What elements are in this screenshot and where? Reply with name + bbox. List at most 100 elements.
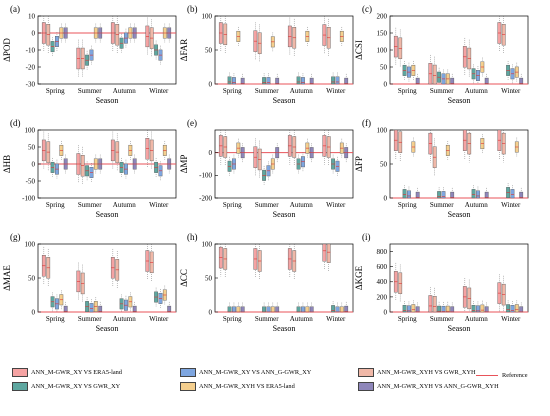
box-h-s1-winter	[322, 243, 327, 262]
box-i-s3-summer	[437, 305, 441, 313]
box-b-s3-autumn	[296, 76, 301, 85]
panel-a-label: (a)	[10, 4, 20, 14]
box-f-s6-autumn	[484, 191, 489, 199]
panel-h-xlabel: Season	[273, 324, 296, 333]
box-c-s6-summer	[450, 77, 455, 85]
panel-a-xlabel: Season	[96, 96, 119, 105]
panel-h-ytick-label: 100	[202, 240, 213, 248]
panel-i-ylabel: ΔKGE	[354, 265, 364, 290]
panel-b-ytick-label: 0	[209, 80, 213, 88]
panel-i-ytick-label: 800	[377, 248, 388, 256]
panel-i-ytick-label: 600	[377, 263, 388, 271]
box-b-s6-spring	[240, 77, 245, 85]
box-g-s4-summer	[89, 303, 94, 313]
panel-c-category-label: Winter	[501, 87, 521, 95]
panel-c-ytick-label: 100	[377, 46, 388, 54]
legend-item-6: ANN_M-GWR_XYH VS ANN_G-GWR_XYH	[358, 382, 499, 391]
panel-c-label: (c)	[362, 4, 372, 14]
panel-a-ylabel: ΔPOD	[2, 38, 12, 62]
legend: ANN_M-GWR_XY VS ERA5-land ANN_M-GWR_XY V…	[8, 366, 548, 412]
panel-e-ylabel: ΔMP	[179, 155, 189, 174]
panel-b: 100 50 0 Spring Summer Autumn Winter (b) ΔFAR Sea…	[179, 4, 354, 105]
panel-b-category-label: Autumn	[290, 87, 313, 95]
legend-swatch-blue	[180, 368, 196, 377]
box-i-s5-autumn	[480, 304, 485, 313]
panel-d-category-label: Summer	[78, 201, 102, 209]
panel-a-ytick-label: 10	[28, 12, 36, 20]
box-b-s3-spring	[227, 76, 232, 85]
panel-g-category-label: Autumn	[113, 315, 136, 323]
panel-e-category-label: Autumn	[290, 201, 313, 209]
panel-e-label: (e)	[187, 118, 197, 128]
box-f-s4-autumn	[476, 190, 480, 199]
box-f-s4-summer	[441, 191, 446, 199]
box-b-s4-autumn	[301, 77, 305, 85]
panel-h-ylabel: ΔCC	[179, 269, 189, 287]
panel-a-category-label: Summer	[78, 87, 102, 95]
panel-b-ylabel: ΔFAR	[179, 39, 189, 62]
panel-h-ytick-label: 0	[209, 308, 213, 316]
box-g-s6-summer	[98, 305, 103, 313]
panel-i-label: (i)	[362, 232, 371, 242]
box-f-s6-spring	[415, 191, 420, 199]
panel-h: 100 50 0 Spring Summer Autumn Winter (h) ΔCC Seas…	[179, 232, 354, 333]
legend-label-reference: Reference	[502, 372, 528, 379]
panel-a-category-label: Winter	[149, 87, 169, 95]
panel-f-category-label: Autumn	[465, 201, 488, 209]
box-h-s3-winter	[331, 305, 335, 313]
panel-i-ytick-label: 200	[377, 293, 388, 301]
box-i-s5-summer	[445, 305, 450, 313]
box-i-s2-summer	[432, 296, 437, 313]
panel-e-ytick-label: -100	[199, 172, 212, 180]
legend-swatch-peach	[358, 368, 374, 377]
box-c-s6-spring	[415, 77, 420, 85]
panel-f-ytick-label: 0	[384, 194, 388, 202]
box-c-s6-winter	[519, 77, 524, 85]
panel-c-ylabel: ΔCSI	[354, 40, 364, 60]
box-g-s6-autumn	[132, 305, 137, 313]
box-h-s5-spring	[236, 306, 241, 313]
box-i-s4-summer	[441, 305, 446, 313]
box-i-s4-winter	[510, 305, 515, 313]
panel-e-ytick-label: 0	[209, 149, 213, 157]
box-f-s3-summer	[437, 191, 441, 199]
panel-a-ytick-label: -30	[26, 80, 36, 88]
box-i-s4-spring	[407, 305, 411, 313]
box-i-s3-autumn	[471, 305, 476, 313]
box-i-s6-autumn	[484, 306, 489, 313]
box-g-s6-spring	[63, 305, 68, 313]
panel-c: 200 150 100 50 0 Spring Summer Autumn Winter (c) Δ…	[354, 4, 529, 105]
panel-g-category-label: Spring	[46, 315, 65, 323]
panel-f-category-label: Winter	[501, 201, 521, 209]
box-f-s4-spring	[407, 190, 411, 199]
panel-i-category-label: Summer	[430, 315, 454, 323]
box-h-s6-autumn	[309, 306, 314, 313]
panel-c-category-label: Summer	[430, 87, 454, 95]
legend-swatch-teal	[12, 382, 28, 391]
panel-d-ylabel: ΔHB	[2, 155, 12, 173]
box-h-s3-autumn	[296, 306, 301, 313]
panel-d-ytick-label: -50	[26, 177, 36, 185]
panel-d-category-label: Autumn	[113, 201, 136, 209]
panel-a-ytick-label: -10	[26, 46, 36, 54]
panel-b-category-label: Spring	[223, 87, 242, 95]
panel-i-category-label: Autumn	[465, 315, 488, 323]
panel-d-ytick-label: 0	[32, 160, 36, 168]
panel-f: 100 50 0 Spring Summer Autumn Winter (f) ΔFP Seas…	[354, 118, 529, 219]
box-h-s5-summer	[270, 306, 275, 313]
box-g-s6-winter	[167, 305, 172, 313]
panel-f-ytick-label: 100	[377, 126, 388, 134]
legend-reference-line	[476, 375, 498, 376]
legend-item-4: ANN_M-GWR_XYH VS ERA5-land	[180, 382, 295, 391]
panel-g-xlabel: Season	[96, 324, 119, 333]
panel-a-category-label: Spring	[46, 87, 65, 95]
box-h-s4-autumn	[301, 306, 305, 313]
panel-i-category-label: Spring	[398, 315, 417, 323]
panel-f-label: (f)	[362, 118, 371, 128]
panel-b-ytick-label: 50	[205, 46, 213, 54]
box-f-s4-winter	[510, 189, 515, 199]
box-f-s3-autumn	[471, 189, 476, 199]
panel-h-category-label: Autumn	[290, 315, 313, 323]
legend-label-5: ANN_M-GWR_XYH VS GWR_XYH	[377, 369, 476, 376]
